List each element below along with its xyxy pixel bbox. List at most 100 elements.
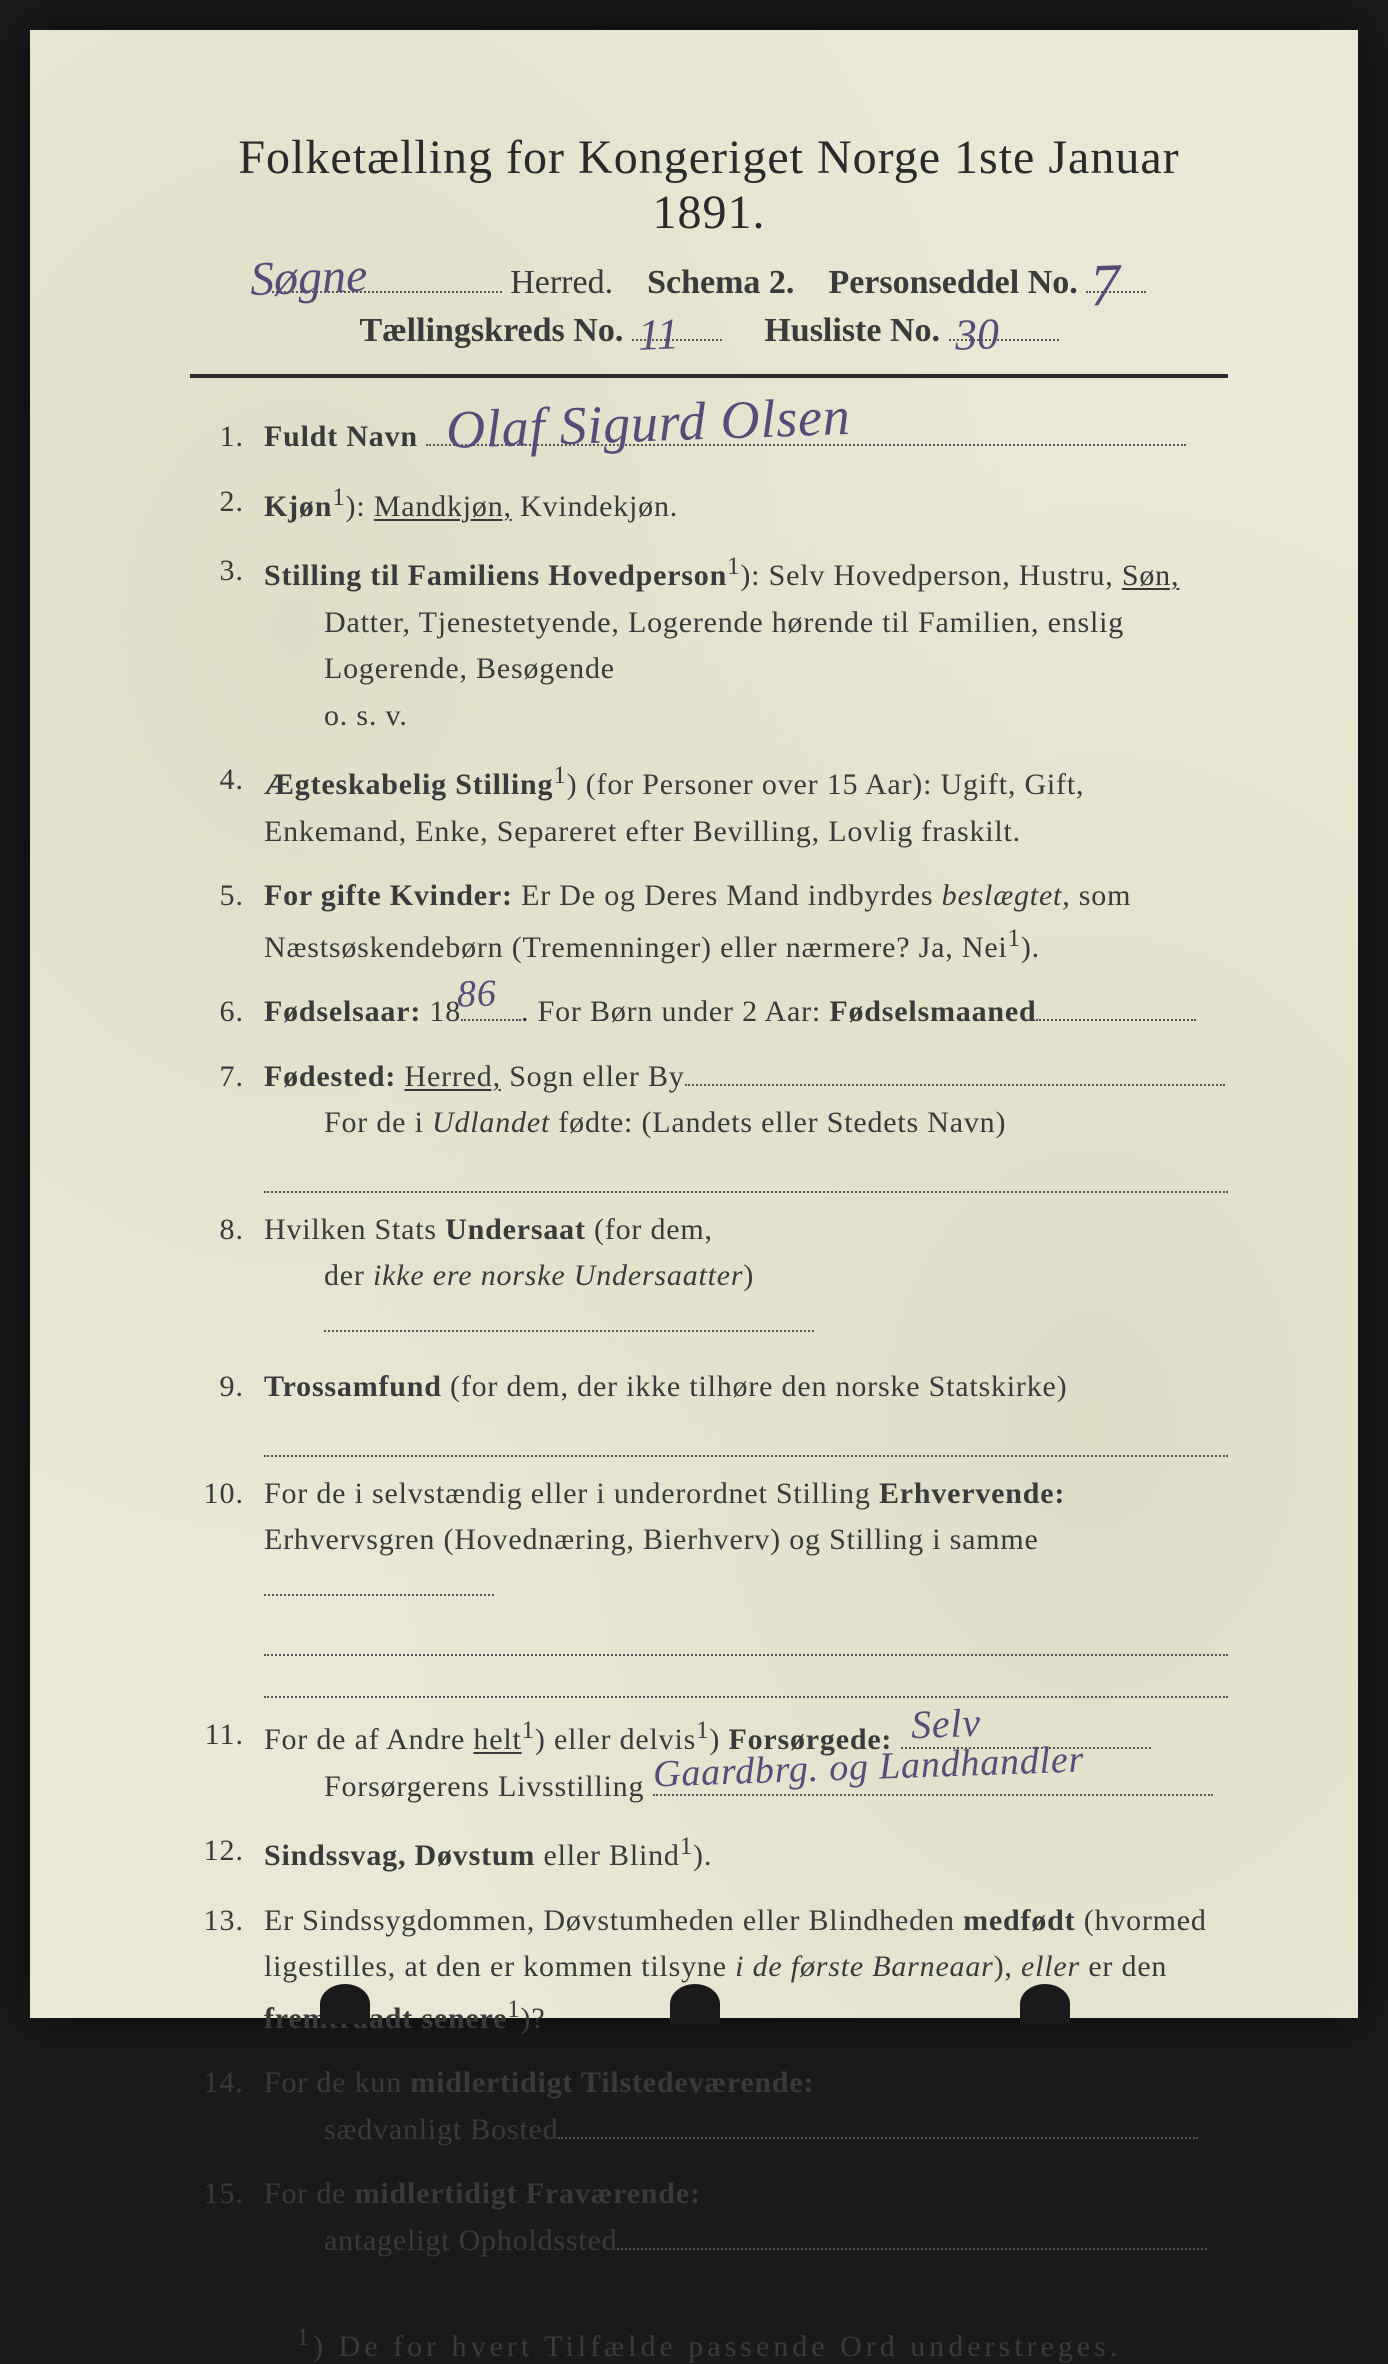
item-6-body: Fødselsaar: 1886. For Børn under 2 Aar: …: [264, 989, 1228, 1036]
header-divider: [190, 374, 1228, 378]
personseddel-label: Personseddel No.: [828, 264, 1077, 301]
item-6-num: 6.: [190, 989, 264, 1036]
item-13-t4: er den: [1080, 1950, 1167, 1983]
paper-tear-3: [1020, 1984, 1070, 2024]
item-9-num: 9.: [190, 1364, 264, 1411]
item-11-u1: helt: [473, 1723, 521, 1756]
item-9-cont: [264, 1429, 1228, 1457]
item-7: 7. Fødested: Herred, Sogn eller By For d…: [190, 1054, 1228, 1147]
item-11-num: 11.: [190, 1712, 264, 1759]
item-2-text: ): Mandkjøn, Kvindekjøn.: [346, 490, 679, 523]
year-blank: 86: [461, 991, 521, 1021]
paper-tear-2: [670, 1984, 720, 2024]
item-11-l2: Forsørgerens Livsstilling Gaardbrg. og L…: [264, 1764, 1228, 1811]
item-2-label: Kjøn: [264, 490, 332, 523]
form-title: Folketælling for Kongeriget Norge 1ste J…: [190, 130, 1228, 240]
husliste-label: Husliste No.: [764, 312, 940, 349]
item-14: 14. For de kun midlertidigt Tilstedevære…: [190, 2060, 1228, 2153]
item-4-label: Ægteskabelig Stilling: [264, 768, 553, 801]
item-3-l2: Datter, Tjenestetyende, Logerende hørend…: [264, 600, 1228, 693]
item-10-cont1: [264, 1628, 1228, 1656]
item-3-num: 3.: [190, 548, 264, 595]
item-3: 3. Stilling til Familiens Hovedperson1):…: [190, 548, 1228, 739]
husliste-blank: 30: [949, 339, 1059, 341]
item-5-label: For gifte Kvinder:: [264, 879, 513, 912]
header-line-2: Tællingskreds No. 11 Husliste No. 30: [190, 312, 1228, 350]
item-7-l2i: Udlandet: [432, 1106, 550, 1139]
item-1-num: 1.: [190, 414, 264, 461]
schema-label: Schema 2.: [647, 264, 794, 301]
whereabouts-blank: [617, 2220, 1207, 2250]
item-11-body: For de af Andre helt1) eller delvis1) Fo…: [264, 1712, 1228, 1810]
footnote-text: ) De for hvert Tilfælde passende Ord und…: [313, 2330, 1121, 2363]
item-7-l2a: For de i: [324, 1106, 432, 1139]
item-1: 1. Fuldt Navn Olaf Sigurd Olsen: [190, 414, 1228, 461]
item-2-num: 2.: [190, 479, 264, 526]
paper-tear-1: [320, 1984, 370, 2024]
item-15-label: midlertidigt Fraværende:: [355, 2177, 701, 2210]
item-15: 15. For de midlertidigt Fraværende: anta…: [190, 2171, 1228, 2264]
occupation-blank: [264, 1566, 494, 1596]
item-15-l2: antageligt Opholdssted: [264, 2218, 1228, 2265]
item-2: 2. Kjøn1): Mandkjøn, Kvindekjøn.: [190, 479, 1228, 531]
birthplace-blank: [685, 1056, 1225, 1086]
sup: 1: [1008, 925, 1021, 952]
item-14-label: midlertidigt Tilstedeværende:: [410, 2066, 814, 2099]
item-3-body: Stilling til Familiens Hovedperson1): Se…: [264, 548, 1228, 739]
item-14-num: 14.: [190, 2060, 264, 2107]
name-blank: Olaf Sigurd Olsen: [426, 416, 1186, 446]
item-2-body: Kjøn1): Mandkjøn, Kvindekjøn.: [264, 479, 1228, 531]
item-15-l2t: antageligt Opholdssted: [324, 2224, 617, 2257]
item-8-label: Undersaat: [445, 1213, 586, 1246]
item-10-label: Erhvervende:: [879, 1477, 1065, 1510]
item-7-body: Fødested: Herred, Sogn eller By For de i…: [264, 1054, 1228, 1147]
item-15-t1: For de: [264, 2177, 355, 2210]
item-4: 4. Ægteskabelig Stilling1) (for Personer…: [190, 757, 1228, 855]
item-9-body: Trossamfund (for dem, der ikke tilhøre d…: [264, 1364, 1228, 1411]
item-13-l2: fremtraadt senere: [264, 2002, 507, 2035]
item-10-t1: For de i selvstændig eller i underordnet…: [264, 1477, 879, 1510]
item-13-l1: medfødt: [963, 1904, 1075, 1937]
item-8-body: Hvilken Stats Undersaat (for dem, der ik…: [264, 1207, 1228, 1347]
sup: 1: [522, 1717, 535, 1744]
item-4-num: 4.: [190, 757, 264, 804]
item-13-body: Er Sindssygdommen, Døvstumheden eller Bl…: [264, 1898, 1228, 2043]
item-12: 12. Sindssvag, Døvstum eller Blind1).: [190, 1828, 1228, 1880]
item-14-t1: For de kun: [264, 2066, 410, 2099]
item-10-cont2: [264, 1670, 1228, 1698]
item-10-body: For de i selvstændig eller i underordnet…: [264, 1471, 1228, 1611]
item-15-body: For de midlertidigt Fraværende: antageli…: [264, 2171, 1228, 2264]
item-13-num: 13.: [190, 1898, 264, 1945]
item-13-i1: i de første Barneaar: [735, 1950, 993, 1983]
header-line-1: Søgne Herred. Schema 2. Personseddel No.…: [190, 264, 1228, 302]
year-hw: 86: [456, 964, 498, 1024]
census-form-page: Folketælling for Kongeriget Norge 1ste J…: [30, 30, 1358, 2018]
item-11-l2t: Forsørgerens Livsstilling: [324, 1770, 644, 1803]
item-7-l2: For de i Udlandet fødte: (Landets eller …: [264, 1100, 1228, 1147]
item-8-num: 8.: [190, 1207, 264, 1254]
item-15-num: 15.: [190, 2171, 264, 2218]
item-8-t2: (for dem,: [586, 1213, 713, 1246]
item-3-label: Stilling til Familiens Hovedperson: [264, 559, 727, 592]
item-8-l2a: der: [324, 1259, 373, 1292]
item-8-l2: der ikke ere norske Undersaatter): [264, 1253, 1228, 1346]
item-8-l2i: ikke ere norske Undersaatter: [373, 1259, 743, 1292]
item-8-l2b: ): [743, 1259, 754, 1292]
item-13-t3: ),: [994, 1950, 1021, 1983]
item-14-l2: sædvanligt Bosted: [264, 2107, 1228, 2154]
name-hw: Olaf Sigurd Olsen: [445, 375, 852, 473]
item-9-label: Trossamfund: [264, 1370, 442, 1403]
item-10-num: 10.: [190, 1471, 264, 1518]
footnote-sup: 1: [297, 2324, 314, 2351]
item-12-text: eller Blind: [535, 1839, 680, 1872]
item-6-t1: 18: [421, 995, 461, 1028]
item-7-text: Sogn eller By: [501, 1060, 685, 1093]
item-5-t3: ).: [1021, 931, 1040, 964]
item-11-t1: For de af Andre: [264, 1723, 473, 1756]
item-5-body: For gifte Kvinder: Er De og Deres Mand i…: [264, 873, 1228, 971]
item-6: 6. Fødselsaar: 1886. For Børn under 2 Aa…: [190, 989, 1228, 1036]
item-14-l2t: sædvanligt Bosted: [324, 2113, 558, 2146]
footnote: 1) De for hvert Tilfælde passende Ord un…: [190, 2324, 1228, 2364]
item-5-num: 5.: [190, 873, 264, 920]
herred-label: Herred.: [510, 264, 613, 301]
